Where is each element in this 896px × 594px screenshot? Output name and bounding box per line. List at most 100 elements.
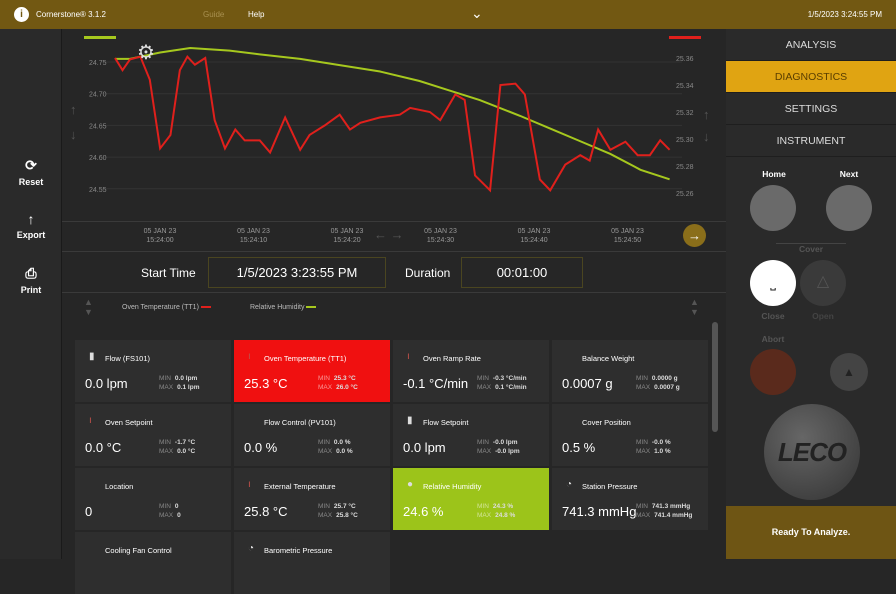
- thermometer-icon: ı: [89, 415, 92, 426]
- leco-logo-button[interactable]: LECO: [764, 404, 860, 500]
- tab-instrument[interactable]: INSTRUMENT: [726, 125, 896, 157]
- legend-relative-humidity: Relative Humidity: [250, 304, 317, 311]
- open-cover-button[interactable]: △: [800, 260, 846, 306]
- x-tick-label: 05 JAN 23 15:24:50: [611, 228, 644, 244]
- tile-min-max: MIN -0.3 °C/min MAX 0.1 °C/min: [477, 375, 527, 391]
- tile-value: -0.1 °C/min: [403, 376, 469, 391]
- tile-min-max: MIN 0.0 % MAX 0.0 %: [318, 439, 353, 455]
- x-tick-label: 05 JAN 23 15:24:30: [424, 228, 457, 244]
- export-button[interactable]: ↑ Export: [0, 211, 62, 240]
- sensor-tile[interactable]: ◔ Station Pressure 741.3 mmHg MIN 741.3 mmHg…: [552, 468, 708, 530]
- tab-analysis[interactable]: ANALYSIS: [726, 29, 896, 61]
- bell-icon: ▲: [843, 365, 855, 379]
- reset-button[interactable]: ⟳ Reset: [0, 157, 62, 187]
- axis-scroll-arrow-icon[interactable]: ↑: [70, 102, 77, 117]
- x-tick-label: 05 JAN 23 15:24:20: [330, 228, 364, 244]
- tile-value: 0.0 %: [244, 440, 278, 455]
- right-tick-label: 25.26: [676, 191, 694, 198]
- tab-settings[interactable]: SETTINGS: [726, 93, 896, 125]
- close-label: Close: [761, 311, 785, 321]
- right-tick-label: 25.30: [676, 137, 694, 144]
- left-tick-label: 24.55: [89, 187, 107, 194]
- sensor-tile[interactable]: Cover Position 0.5 % MIN -0.0 % MAX 1.0 %: [552, 404, 708, 466]
- tile-min-max: MIN 25.7 °C MAX 25.8 °C: [318, 503, 358, 519]
- print-button[interactable]: ⎙ Print: [0, 265, 62, 295]
- tile-title: Cover Position: [582, 418, 631, 427]
- tile-title: Oven Setpoint: [105, 418, 153, 427]
- close-cover-button[interactable]: ⎵: [750, 260, 796, 306]
- tile-value: 741.3 mmHg: [562, 504, 637, 519]
- leco-logo: LECO: [777, 437, 847, 467]
- scroll-arrows-icon[interactable]: ▲ ▼: [84, 297, 93, 317]
- help-menu[interactable]: Help: [248, 10, 265, 19]
- series-line-relative-humidity: [115, 47, 670, 181]
- alarm-button[interactable]: ▲: [830, 353, 868, 391]
- x-tick-label: 05 JAN 23 15:24:00: [143, 228, 177, 244]
- right-tick-label: 25.36: [676, 56, 694, 63]
- pan-arrows-icon[interactable]: ← →: [374, 227, 404, 242]
- axis-scroll-arrow-icon[interactable]: ↓: [70, 127, 77, 142]
- home-button[interactable]: [750, 185, 796, 231]
- gear-icon[interactable]: ⚙: [137, 42, 155, 64]
- abort-button[interactable]: [750, 349, 796, 395]
- open-label: Open: [812, 311, 834, 321]
- chevron-down-icon[interactable]: ⌄: [471, 5, 483, 21]
- duration-label: Duration: [405, 266, 451, 280]
- thermometer-icon: ı: [248, 479, 251, 490]
- info-icon[interactable]: i: [14, 7, 29, 22]
- next-label: Next: [839, 169, 859, 179]
- start-time-label: Start Time: [141, 266, 196, 280]
- tile-title: Location: [105, 482, 134, 491]
- scrollbar[interactable]: [712, 322, 718, 432]
- axis-scroll-arrow-icon[interactable]: ↓: [703, 129, 710, 144]
- tile-min-max: MIN -0.0 % MAX 1.0 %: [636, 439, 671, 455]
- sensor-tile[interactable]: ı Oven Temperature (TT1) 25.3 °C MIN 25.3 °C…: [234, 340, 390, 402]
- flow-icon: ▮: [407, 415, 413, 426]
- gauge-icon: ◔: [566, 479, 573, 490]
- x-tick-label: 05 JAN 23 15:24:40: [517, 228, 551, 244]
- start-time-field[interactable]: 1/5/2023 3:23:55 PM: [208, 257, 386, 288]
- sensor-tile[interactable]: ı External Temperature 25.8 °C MIN 25.7 °C MA…: [234, 468, 390, 530]
- left-axis-color-key: [84, 36, 116, 39]
- sensor-tile[interactable]: ● Relative Humidity 24.6 % MIN 24.3 % MAX 24.8…: [393, 468, 549, 530]
- tile-value: 0.0 lpm: [403, 440, 446, 455]
- sensor-tile[interactable]: ▮ Flow Setpoint 0.0 lpm MIN -0.0 lpm MAX -0.0 …: [393, 404, 549, 466]
- refresh-icon: ⟳: [25, 157, 37, 173]
- guide-menu[interactable]: Guide: [203, 10, 225, 19]
- trend-chart: 24.75 24.70 24.65 24.60 24.55 25.36 25.34 25.32…: [70, 36, 710, 198]
- cover-label: Cover: [776, 243, 846, 254]
- right-axis-color-key: [669, 36, 701, 39]
- axis-scroll-arrow-icon[interactable]: ↑: [703, 107, 710, 122]
- left-toolbar: ⟳ Reset ↑ Export ⎙ Print: [0, 29, 62, 559]
- next-page-button[interactable]: →: [683, 224, 706, 247]
- sensor-tile[interactable]: Cooling Fan Control: [75, 532, 231, 594]
- tile-value: 25.8 °C: [244, 504, 288, 519]
- tile-title: Cooling Fan Control: [105, 546, 172, 555]
- laptop-icon: ⎵: [770, 274, 776, 290]
- next-button[interactable]: [826, 185, 872, 231]
- tile-title: Relative Humidity: [423, 482, 482, 491]
- sensor-tile[interactable]: ◔ Barometric Pressure: [234, 532, 390, 594]
- printer-icon: ⎙: [25, 265, 37, 281]
- tab-diagnostics[interactable]: DIAGNOSTICS: [726, 61, 896, 93]
- sensor-tile[interactable]: ı Oven Ramp Rate -0.1 °C/min MIN -0.3 °C/min…: [393, 340, 549, 402]
- tile-min-max: MIN 24.3 % MAX 24.8 %: [477, 503, 516, 519]
- sensor-tile[interactable]: ▮ Flow (FS101) 0.0 lpm MIN 0.0 lpm MAX 0.1 lpm: [75, 340, 231, 402]
- sensor-tile[interactable]: Flow Control (PV101) 0.0 % MIN 0.0 % MAX 0.0 …: [234, 404, 390, 466]
- tile-min-max: MIN -0.0 lpm MAX -0.0 lpm: [477, 439, 520, 455]
- open-cover-icon: △: [816, 273, 830, 290]
- sensor-tile[interactable]: Balance Weight 0.0007 g MIN 0.0000 g MAX 0.00…: [552, 340, 708, 402]
- chart-legend: ▲ ▼ Oven Temperature (TT1) Relative Humid…: [62, 293, 726, 323]
- sensor-tile[interactable]: ı Oven Setpoint 0.0 °C MIN -1.7 °C MAX 0.0 °C: [75, 404, 231, 466]
- tile-min-max: MIN 25.3 °C MAX 26.0 °C: [318, 375, 358, 391]
- duration-field[interactable]: 00:01:00: [461, 257, 583, 288]
- tile-title: Flow (FS101): [105, 354, 151, 363]
- clock: 1/5/2023 3:24:55 PM: [807, 10, 882, 19]
- flow-icon: ▮: [89, 351, 95, 362]
- tile-min-max: MIN 0.0000 g MAX 0.0007 g: [636, 375, 680, 391]
- scroll-arrows-icon[interactable]: ▲ ▼: [690, 297, 699, 317]
- app-title: Cornerstone® 3.1.2: [36, 10, 106, 19]
- abort-label: Abort: [761, 334, 785, 344]
- tile-title: Barometric Pressure: [264, 546, 333, 555]
- sensor-tile[interactable]: Location 0 MIN 0 MAX 0: [75, 468, 231, 530]
